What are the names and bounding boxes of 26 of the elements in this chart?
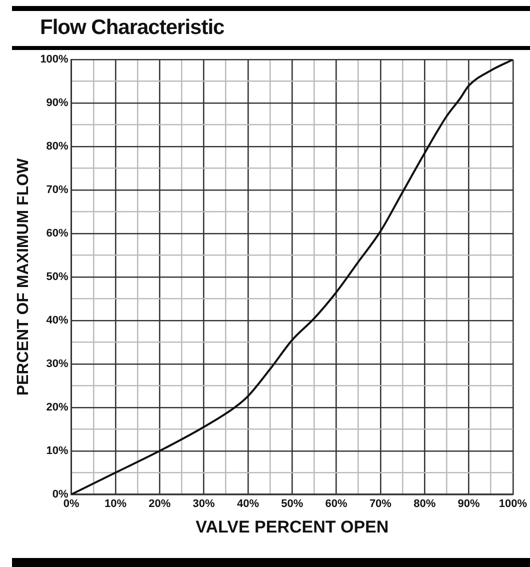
x-axis-title: VALVE PERCENT OPEN bbox=[196, 517, 389, 536]
y-tick-label: 50% bbox=[46, 271, 69, 284]
x-tick-label: 50% bbox=[281, 498, 304, 510]
y-tick-label: 80% bbox=[46, 140, 69, 153]
x-tick-label: 60% bbox=[325, 498, 348, 510]
x-tick-label: 80% bbox=[414, 498, 436, 510]
x-tick-label: 40% bbox=[236, 498, 260, 510]
y-tick-label: 70% bbox=[46, 184, 69, 196]
y-tick-label: 60% bbox=[46, 228, 69, 240]
y-tick-label: 30% bbox=[46, 358, 69, 370]
y-axis-title: PERCENT OF MAXIMUM FLOW bbox=[15, 157, 32, 396]
y-tick-label: 90% bbox=[46, 97, 69, 110]
x-tick-label: 20% bbox=[148, 498, 171, 510]
y-tick-label: 10% bbox=[46, 444, 69, 457]
x-tick-label: 90% bbox=[458, 498, 480, 510]
x-tick-label: 70% bbox=[369, 498, 392, 510]
x-tick-label: 30% bbox=[192, 498, 216, 510]
y-tick-label: 0% bbox=[52, 488, 69, 500]
x-tick-label: 0% bbox=[63, 498, 80, 510]
y-tick-label: 100% bbox=[40, 54, 69, 66]
x-tick-label: 10% bbox=[104, 498, 127, 510]
line-series bbox=[71, 60, 513, 494]
y-tick-label: 20% bbox=[46, 401, 69, 414]
chart-title: Flow Characteristic bbox=[40, 16, 224, 40]
y-tick-label: 40% bbox=[46, 314, 69, 327]
x-tick-label: 100% bbox=[498, 498, 528, 510]
